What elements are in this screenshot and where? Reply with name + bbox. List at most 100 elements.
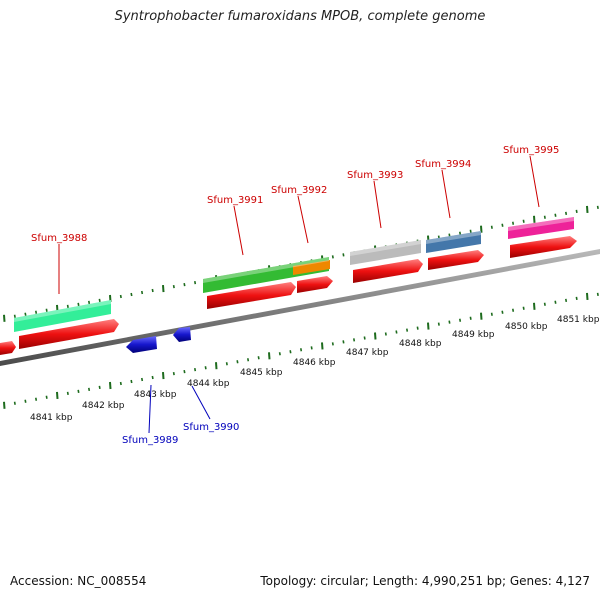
gene-label-sfum-3991: Sfum_3991 [207,195,263,206]
lower-track-minor-tick [395,330,398,334]
lower-track-major-tick [427,322,430,330]
lower-track-minor-tick [77,389,80,394]
gene-label-sfum-3994: Sfum_3994 [415,159,471,170]
tick-label-4841: 4841 kbp [30,413,73,423]
lower-track-minor-tick [575,296,578,301]
lower-track-major-tick [268,352,271,360]
upper-track-major-tick [162,285,165,293]
cog-box-sfum-3994 [426,231,481,253]
tick-label-4843: 4843 kbp [134,390,177,400]
upper-track-minor-tick [565,211,568,216]
upper-track-minor-tick [151,288,154,293]
lower-track-minor-tick [554,300,557,304]
upper-track-minor-tick [183,282,186,287]
lower-track-minor-tick [257,356,260,360]
upper-track-minor-tick [459,231,462,235]
cog-box-highlights [14,217,574,322]
callout-sfum-3993 [373,180,382,229]
upper-track-minor-tick [575,209,578,214]
lower-track-minor-tick [289,350,292,354]
accession-text: Accession: NC_008554 [10,574,147,588]
lower-track-major-tick [586,292,589,300]
tick-label-4847: 4847 kbp [346,348,389,358]
upper-track-major-tick [3,314,6,322]
lower-tick-track [3,292,599,409]
lower-track-minor-tick [141,377,144,382]
lower-track-major-tick [3,401,6,409]
lower-track-minor-tick [24,399,27,403]
upper-track-minor-tick [98,298,101,303]
upper-track-minor-tick [522,219,525,223]
callout-sfum-3995 [529,155,540,208]
lower-track-minor-tick [119,381,122,386]
lower-track-minor-tick [13,401,16,405]
lower-track-minor-tick [183,369,186,374]
lower-track-minor-tick [247,358,250,362]
lower-track-minor-tick [543,302,546,306]
lower-track-minor-tick [236,360,239,364]
callout-sfum-3990 [191,385,211,420]
upper-track-minor-tick [88,300,91,305]
lower-track-major-tick [162,372,165,380]
lower-track-minor-tick [278,352,281,356]
cds-arrow-sfum-3993 [353,259,423,283]
lower-track-minor-tick [98,385,101,390]
upper-track-minor-tick [194,280,197,285]
map-title: Syntrophobacter fumaroxidans MPOB, compl… [114,9,486,24]
lower-track-minor-tick [459,318,462,322]
lower-track-major-tick [56,391,59,399]
lower-track-minor-tick [310,346,313,350]
gene-label-sfum-3995: Sfum_3995 [503,145,559,156]
lower-track-minor-tick [469,316,472,320]
tick-label-4842: 4842 kbp [82,401,125,411]
cds-arrow-sfum-3995 [510,236,577,258]
upper-track-minor-tick [331,255,334,259]
lower-track-minor-tick [300,348,303,352]
lower-track-minor-tick [406,328,409,332]
cog-box-sfum-3995 [508,217,574,239]
lower-track-minor-tick [88,387,91,392]
cds-arrow-sfum-3992 [297,276,333,293]
upper-track-major-tick [586,205,589,213]
lower-track-minor-tick [194,367,197,372]
upper-track-minor-tick [66,304,69,309]
lower-track-minor-tick [522,306,525,310]
upper-track-minor-tick [24,312,27,316]
cds-arrow-sfum-3989 [126,336,157,353]
callout-sfum-3989 [148,384,152,434]
cog-box-sfum-3993 [350,240,421,265]
lower-track-minor-tick [501,310,504,314]
upper-track-minor-tick [501,223,504,227]
lower-track-major-tick [374,332,377,340]
upper-track-minor-tick [77,302,80,307]
cds-arrow-sfum-3987 [0,341,16,355]
lower-track-minor-tick [596,292,599,297]
lower-track-major-tick [480,312,483,320]
tick-label-4845: 4845 kbp [240,368,283,378]
upper-track-minor-tick [172,284,175,289]
tick-label-4849: 4849 kbp [452,330,495,340]
lower-track-minor-tick [512,308,515,312]
upper-track-minor-tick [554,213,557,217]
lower-track-major-tick [533,302,536,310]
lower-track-minor-tick [151,375,154,380]
cds-arrow-sfum-3991 [207,282,296,309]
lower-track-major-tick [109,381,112,390]
upper-track-minor-tick [448,233,451,237]
lower-track-minor-tick [416,326,419,330]
upper-track-minor-tick [130,292,133,297]
cog-box-sfum-3992 [293,260,330,275]
lower-track-minor-tick [353,338,356,342]
gene-label-sfum-3993: Sfum_3993 [347,170,403,181]
upper-track-minor-tick [469,229,472,233]
upper-track-minor-tick [490,225,493,229]
lower-track-minor-tick [35,397,38,401]
upper-track-minor-tick [342,253,345,257]
gene-label-sfum-3992: Sfum_3992 [271,185,327,196]
lower-track-minor-tick [565,298,568,303]
callout-sfum-3991 [233,205,244,256]
cds-arrow-sfum-3990 [173,327,191,342]
callout-sfum-3992 [297,195,309,244]
upper-track-major-tick [533,215,536,223]
